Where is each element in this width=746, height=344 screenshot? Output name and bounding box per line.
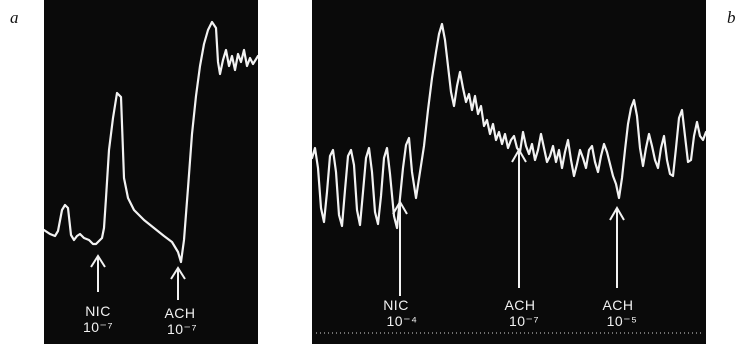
panel-b-label-ach1-conc: 10⁻⁷	[509, 313, 539, 329]
panel-b-letter: b	[727, 8, 736, 27]
panel-a-background	[44, 0, 258, 344]
panel-a-letter: a	[10, 8, 19, 27]
panel-a-label-ach-conc: 10⁻⁷	[167, 321, 197, 337]
panel-a-arrow-ach	[170, 266, 186, 300]
panel-b-label-nic-conc: 10⁻⁴	[387, 313, 418, 329]
panel-a-arrow-nic	[90, 254, 106, 292]
panel-b-arrow-ach-2	[609, 206, 625, 288]
panel-b-label-nic-drug: NIC	[383, 297, 409, 313]
panel-a-label-nic-drug: NIC	[85, 303, 111, 319]
panel-b-trace	[312, 22, 706, 230]
panel-a-recording: NIC 10⁻⁷ ACH 10⁻⁷	[44, 0, 258, 344]
panel-b-label-ach2-drug: ACH	[602, 297, 633, 313]
panel-b-arrow-nic	[392, 200, 408, 296]
panel-b-label-ach2-conc: 10⁻⁵	[607, 313, 638, 329]
panel-b-recording: NIC 10⁻⁴ ACH 10⁻⁷ ACH 10⁻⁵	[312, 0, 706, 344]
panel-a-label-nic-conc: 10⁻⁷	[83, 319, 113, 335]
panel-a-label-ach-drug: ACH	[164, 305, 195, 321]
panel-b-label-ach1-drug: ACH	[504, 297, 535, 313]
panel-b-arrow-ach-1	[511, 148, 527, 288]
panel-a-trace	[44, 20, 258, 264]
panel-b-background	[312, 0, 706, 344]
